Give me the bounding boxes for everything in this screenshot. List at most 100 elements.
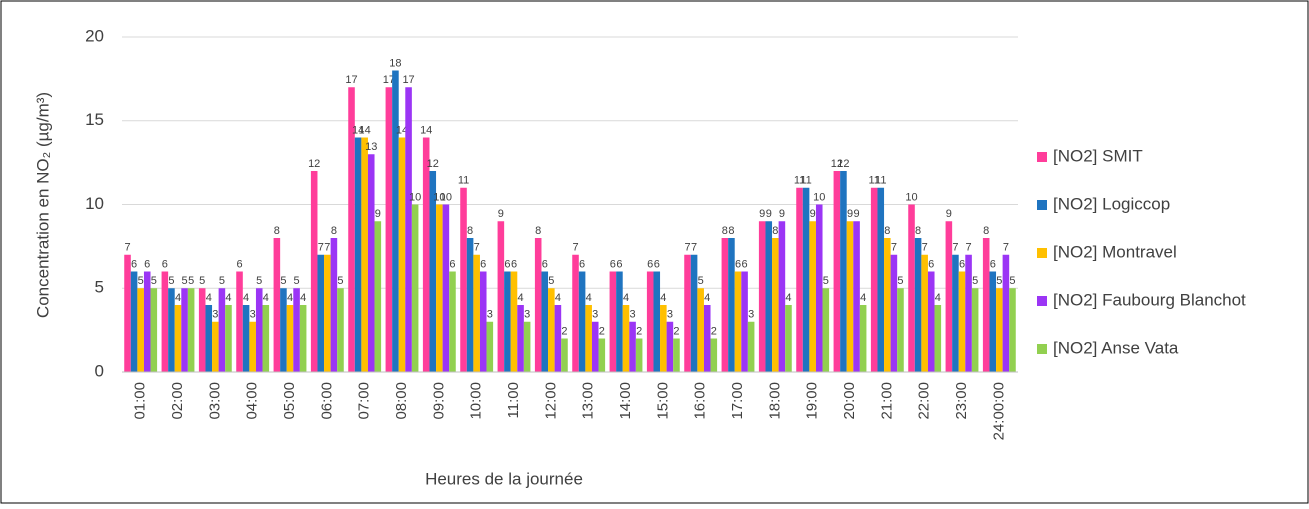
bar [299,305,307,372]
bar [710,338,718,372]
bar [517,305,524,372]
bar [877,187,885,372]
data-label: 5 [280,275,286,287]
data-label: 6 [610,258,616,270]
bar [870,187,878,372]
data-label: 9 [375,208,381,220]
x-tick-label: 08:00 [393,382,410,420]
data-label: 14 [359,124,371,136]
data-label: 17 [402,74,414,86]
data-label: 7 [922,242,928,254]
legend-label: [NO2] Anse Vata [1053,338,1179,357]
bar [728,238,735,372]
data-label: 2 [636,325,642,337]
bar [591,321,599,372]
bar [124,254,131,372]
data-label: 9 [810,208,816,220]
bar [367,154,375,372]
bar [908,204,915,372]
data-label: 4 [555,292,561,304]
x-tick-label: 10:00 [468,382,485,420]
bar [205,305,213,372]
data-label: 4 [300,292,306,304]
bar [411,204,419,372]
legend-label: [NO2] SMIT [1053,146,1143,165]
data-label: 5 [256,275,262,287]
bar [130,271,138,372]
data-label: 8 [535,225,541,237]
bar [853,221,860,372]
data-label: 5 [188,275,194,287]
bar [429,171,437,372]
data-label: 5 [698,275,704,287]
bar [473,254,480,372]
data-label: 4 [263,292,269,304]
bar [622,305,630,372]
data-label: 5 [897,275,903,287]
bar [1002,254,1010,372]
data-label: 6 [511,258,517,270]
x-tick-label: 20:00 [841,382,858,420]
data-label: 2 [599,325,605,337]
bar [802,187,810,372]
data-label: 6 [647,258,653,270]
bar [809,221,816,372]
data-label: 6 [542,258,548,270]
bar [747,321,755,372]
data-label: 5 [996,275,1002,287]
data-label: 12 [427,158,439,170]
bar [187,288,195,372]
y-tick-label: 10 [85,194,104,213]
data-label: 4 [225,292,231,304]
data-label: 5 [168,275,174,287]
x-tick-label: 07:00 [356,382,373,420]
data-label: 14 [396,124,408,136]
data-label: 6 [449,258,455,270]
bar [442,204,450,372]
data-label: 4 [704,292,710,304]
bar [958,271,966,372]
bar [504,271,511,372]
bar [653,271,661,372]
bar [840,171,847,372]
bar [262,305,270,372]
data-label: 4 [175,292,181,304]
bar [815,204,823,372]
x-tick-label: 01:00 [132,382,149,420]
bar [846,221,854,372]
x-tick-label: 24:00:00 [990,382,1007,440]
bar [703,305,711,372]
data-label: 10 [905,191,917,203]
bar [486,321,494,372]
data-label: 12 [831,158,843,170]
data-label: 6 [162,258,168,270]
legend-label: [NO2] Faubourg Blanchot [1053,290,1246,309]
legend-swatch [1037,248,1047,258]
data-label: 9 [854,208,860,220]
x-tick-label: 19:00 [804,382,821,420]
data-label: 7 [966,242,972,254]
data-label: 7 [124,242,130,254]
x-tick-label: 15:00 [654,382,671,420]
bar [1009,288,1016,372]
y-tick-label: 0 [95,361,104,380]
data-label: 5 [823,275,829,287]
bar [548,288,555,372]
x-tick-label: 05:00 [281,382,298,420]
x-tick-label: 16:00 [692,382,709,420]
data-label: 11 [800,175,811,187]
data-label: 11 [868,175,879,187]
data-label: 2 [561,325,567,337]
bar [405,87,412,372]
bar [785,305,792,372]
bar [510,271,518,372]
bar [616,271,623,372]
data-label: 8 [274,225,280,237]
x-tick-label: 12:00 [542,382,559,420]
data-label: 5 [199,275,205,287]
x-tick-label: 21:00 [878,382,895,420]
bar [541,271,549,372]
bar [965,254,972,372]
data-label: 11 [458,175,469,187]
bar [945,221,953,372]
